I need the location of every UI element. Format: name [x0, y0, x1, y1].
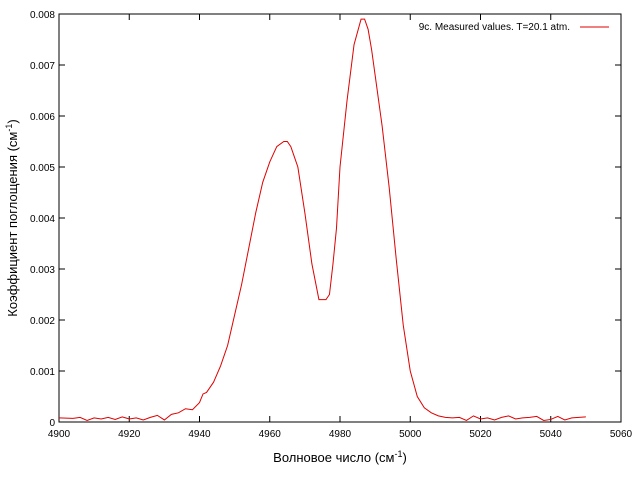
x-axis-title-end: ): [403, 450, 407, 465]
y-axis-title: Коэффициент поглощения (см-1): [4, 119, 20, 316]
x-axis-ticks: 4900 4920 4940 4960 4980 5000 5020 5040 5060: [48, 14, 633, 440]
y-axis-title-sup: -1: [4, 124, 14, 132]
y-axis-title-main: Коэффициент поглощения (см: [5, 132, 20, 317]
x-tick-label: 4960: [259, 429, 282, 440]
x-tick-label: 5060: [610, 429, 633, 440]
y-tick-label: 0.003: [30, 265, 55, 276]
legend: 9c. Measured values. T=20.1 atm.: [419, 22, 609, 33]
y-tick-label: 0.005: [30, 163, 55, 174]
y-axis-ticks: 0 0.001 0.002 0.003 0.004 0.005 0.006 0.007 0.00…: [30, 10, 621, 429]
x-tick-label: 4900: [48, 429, 71, 440]
y-tick-label: 0.004: [30, 214, 55, 225]
x-tick-label: 4940: [188, 429, 211, 440]
x-tick-label: 4980: [329, 429, 352, 440]
y-tick-label: 0.007: [30, 61, 55, 72]
legend-label: 9c. Measured values. T=20.1 atm.: [419, 22, 570, 33]
y-tick-label: 0.008: [30, 10, 55, 21]
x-axis-title-main: Волновое число (см: [273, 450, 394, 465]
y-tick-label: 0.002: [30, 316, 55, 327]
y-tick-label: 0.001: [30, 367, 55, 378]
x-tick-label: 5000: [399, 429, 422, 440]
y-tick-label: 0: [49, 418, 55, 429]
x-tick-label: 5020: [469, 429, 492, 440]
x-tick-label: 4920: [118, 429, 141, 440]
y-axis-title-end: ): [5, 119, 20, 123]
x-tick-label: 5040: [540, 429, 563, 440]
y-tick-label: 0.006: [30, 112, 55, 123]
x-axis-title: Волновое число (см-1): [273, 449, 407, 465]
series-line: [58, 18, 586, 422]
plot-frame: [58, 13, 622, 423]
x-axis-title-sup: -1: [394, 449, 402, 459]
